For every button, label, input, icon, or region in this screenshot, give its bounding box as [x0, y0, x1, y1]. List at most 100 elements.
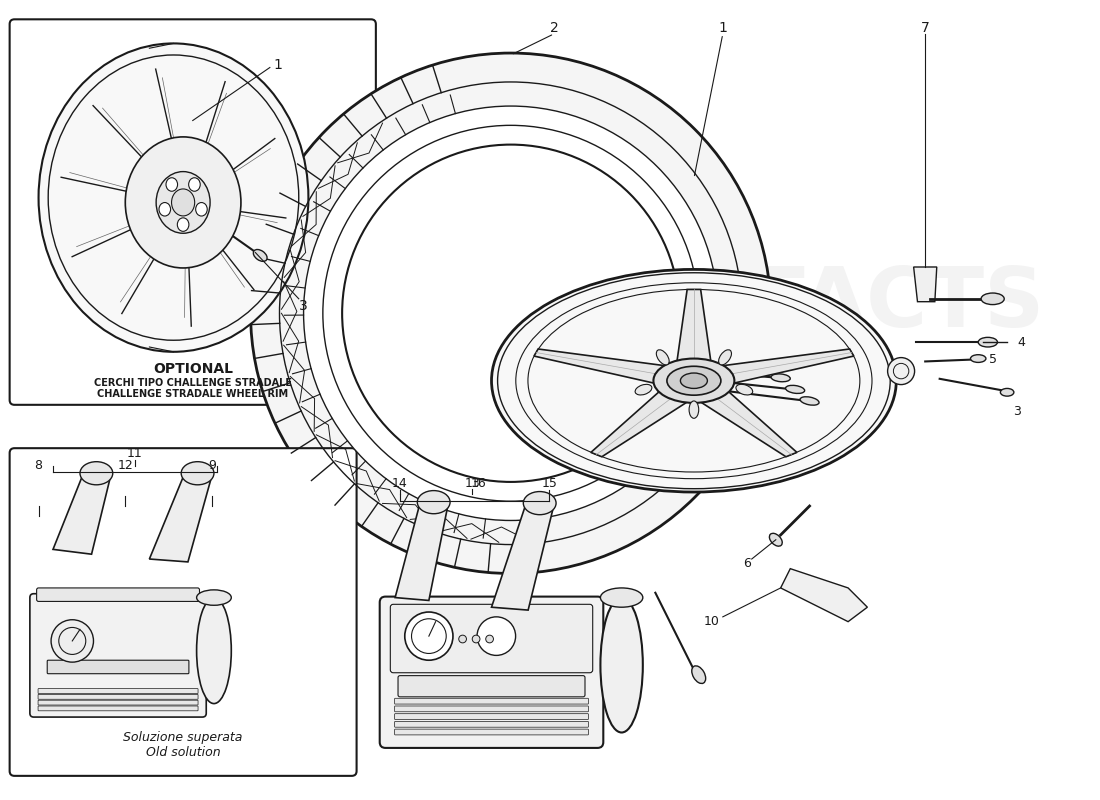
Text: CHALLENGE STRADALE WHEEL RIM: CHALLENGE STRADALE WHEEL RIM — [97, 390, 288, 399]
FancyBboxPatch shape — [10, 19, 376, 405]
Text: OPTIONAL: OPTIONAL — [153, 362, 233, 376]
Polygon shape — [716, 349, 854, 385]
Text: 4: 4 — [1018, 336, 1025, 349]
Polygon shape — [781, 569, 868, 622]
Text: CERCHI TIPO CHALLENGE STRADALE: CERCHI TIPO CHALLENGE STRADALE — [94, 378, 292, 388]
Ellipse shape — [160, 202, 170, 216]
Ellipse shape — [601, 588, 642, 607]
FancyBboxPatch shape — [395, 714, 588, 719]
Circle shape — [251, 53, 771, 574]
Text: 7: 7 — [921, 21, 929, 35]
Circle shape — [472, 635, 480, 643]
Text: 2: 2 — [550, 21, 559, 35]
Ellipse shape — [681, 373, 707, 389]
Ellipse shape — [492, 270, 896, 492]
Ellipse shape — [692, 666, 706, 683]
FancyBboxPatch shape — [39, 694, 198, 699]
Text: a passion for parts: a passion for parts — [387, 482, 672, 511]
Ellipse shape — [981, 293, 1004, 305]
Ellipse shape — [197, 590, 231, 606]
Polygon shape — [697, 388, 796, 457]
Circle shape — [459, 635, 466, 643]
FancyBboxPatch shape — [379, 597, 603, 748]
Polygon shape — [914, 267, 937, 302]
Ellipse shape — [1000, 389, 1014, 396]
Text: Old solution: Old solution — [146, 746, 220, 759]
FancyBboxPatch shape — [10, 448, 356, 776]
FancyBboxPatch shape — [30, 594, 206, 717]
FancyBboxPatch shape — [390, 604, 593, 673]
Polygon shape — [534, 349, 672, 385]
Ellipse shape — [667, 366, 721, 395]
Ellipse shape — [182, 462, 214, 485]
FancyBboxPatch shape — [47, 660, 189, 674]
FancyBboxPatch shape — [395, 729, 588, 735]
Text: 10: 10 — [703, 615, 719, 628]
Ellipse shape — [80, 462, 113, 485]
Ellipse shape — [417, 490, 450, 514]
Circle shape — [342, 145, 680, 482]
Ellipse shape — [736, 384, 752, 395]
Ellipse shape — [769, 534, 782, 546]
Circle shape — [486, 635, 494, 643]
FancyBboxPatch shape — [39, 689, 198, 694]
Ellipse shape — [978, 338, 998, 347]
Polygon shape — [492, 504, 554, 610]
Ellipse shape — [970, 354, 986, 362]
FancyBboxPatch shape — [395, 706, 588, 712]
Circle shape — [888, 358, 914, 385]
Text: Soluzione superata: Soluzione superata — [123, 731, 243, 744]
Text: 9: 9 — [208, 459, 216, 472]
Circle shape — [405, 612, 453, 660]
FancyBboxPatch shape — [395, 722, 588, 727]
Ellipse shape — [718, 350, 732, 365]
Ellipse shape — [771, 374, 790, 382]
Ellipse shape — [177, 218, 189, 231]
Polygon shape — [395, 504, 448, 601]
FancyBboxPatch shape — [395, 698, 588, 704]
Ellipse shape — [166, 178, 177, 191]
Ellipse shape — [524, 491, 557, 514]
Ellipse shape — [689, 401, 698, 418]
Circle shape — [477, 617, 516, 655]
Ellipse shape — [156, 171, 210, 234]
Ellipse shape — [635, 384, 652, 395]
Ellipse shape — [785, 386, 805, 394]
FancyBboxPatch shape — [39, 700, 198, 705]
Text: 1: 1 — [273, 58, 282, 72]
Ellipse shape — [189, 178, 200, 191]
Text: 8: 8 — [34, 459, 43, 472]
FancyBboxPatch shape — [39, 706, 198, 711]
FancyBboxPatch shape — [398, 676, 585, 697]
Text: 15: 15 — [541, 478, 558, 490]
Ellipse shape — [125, 48, 174, 347]
Ellipse shape — [39, 43, 308, 352]
Text: AUTOFACTS: AUTOFACTS — [497, 263, 1045, 344]
Text: 11: 11 — [128, 447, 143, 461]
Text: 12: 12 — [118, 459, 133, 472]
Ellipse shape — [197, 598, 231, 703]
Ellipse shape — [196, 202, 207, 216]
Circle shape — [51, 620, 94, 662]
Ellipse shape — [800, 397, 820, 405]
Ellipse shape — [172, 189, 195, 216]
Ellipse shape — [657, 350, 669, 365]
FancyBboxPatch shape — [36, 588, 199, 602]
Ellipse shape — [253, 250, 267, 262]
Polygon shape — [591, 388, 691, 457]
Ellipse shape — [125, 137, 241, 268]
Text: 5: 5 — [989, 353, 997, 366]
Ellipse shape — [653, 358, 735, 403]
Text: 14: 14 — [392, 478, 408, 490]
Circle shape — [304, 106, 718, 521]
Text: 6: 6 — [742, 558, 751, 570]
Text: 16: 16 — [471, 478, 487, 490]
Polygon shape — [53, 475, 111, 554]
Polygon shape — [676, 290, 712, 364]
Text: 1: 1 — [718, 21, 727, 35]
Ellipse shape — [601, 598, 642, 733]
Text: 3: 3 — [299, 298, 308, 313]
Text: 3: 3 — [1013, 405, 1021, 418]
Polygon shape — [150, 475, 212, 562]
Text: 13: 13 — [464, 478, 480, 490]
